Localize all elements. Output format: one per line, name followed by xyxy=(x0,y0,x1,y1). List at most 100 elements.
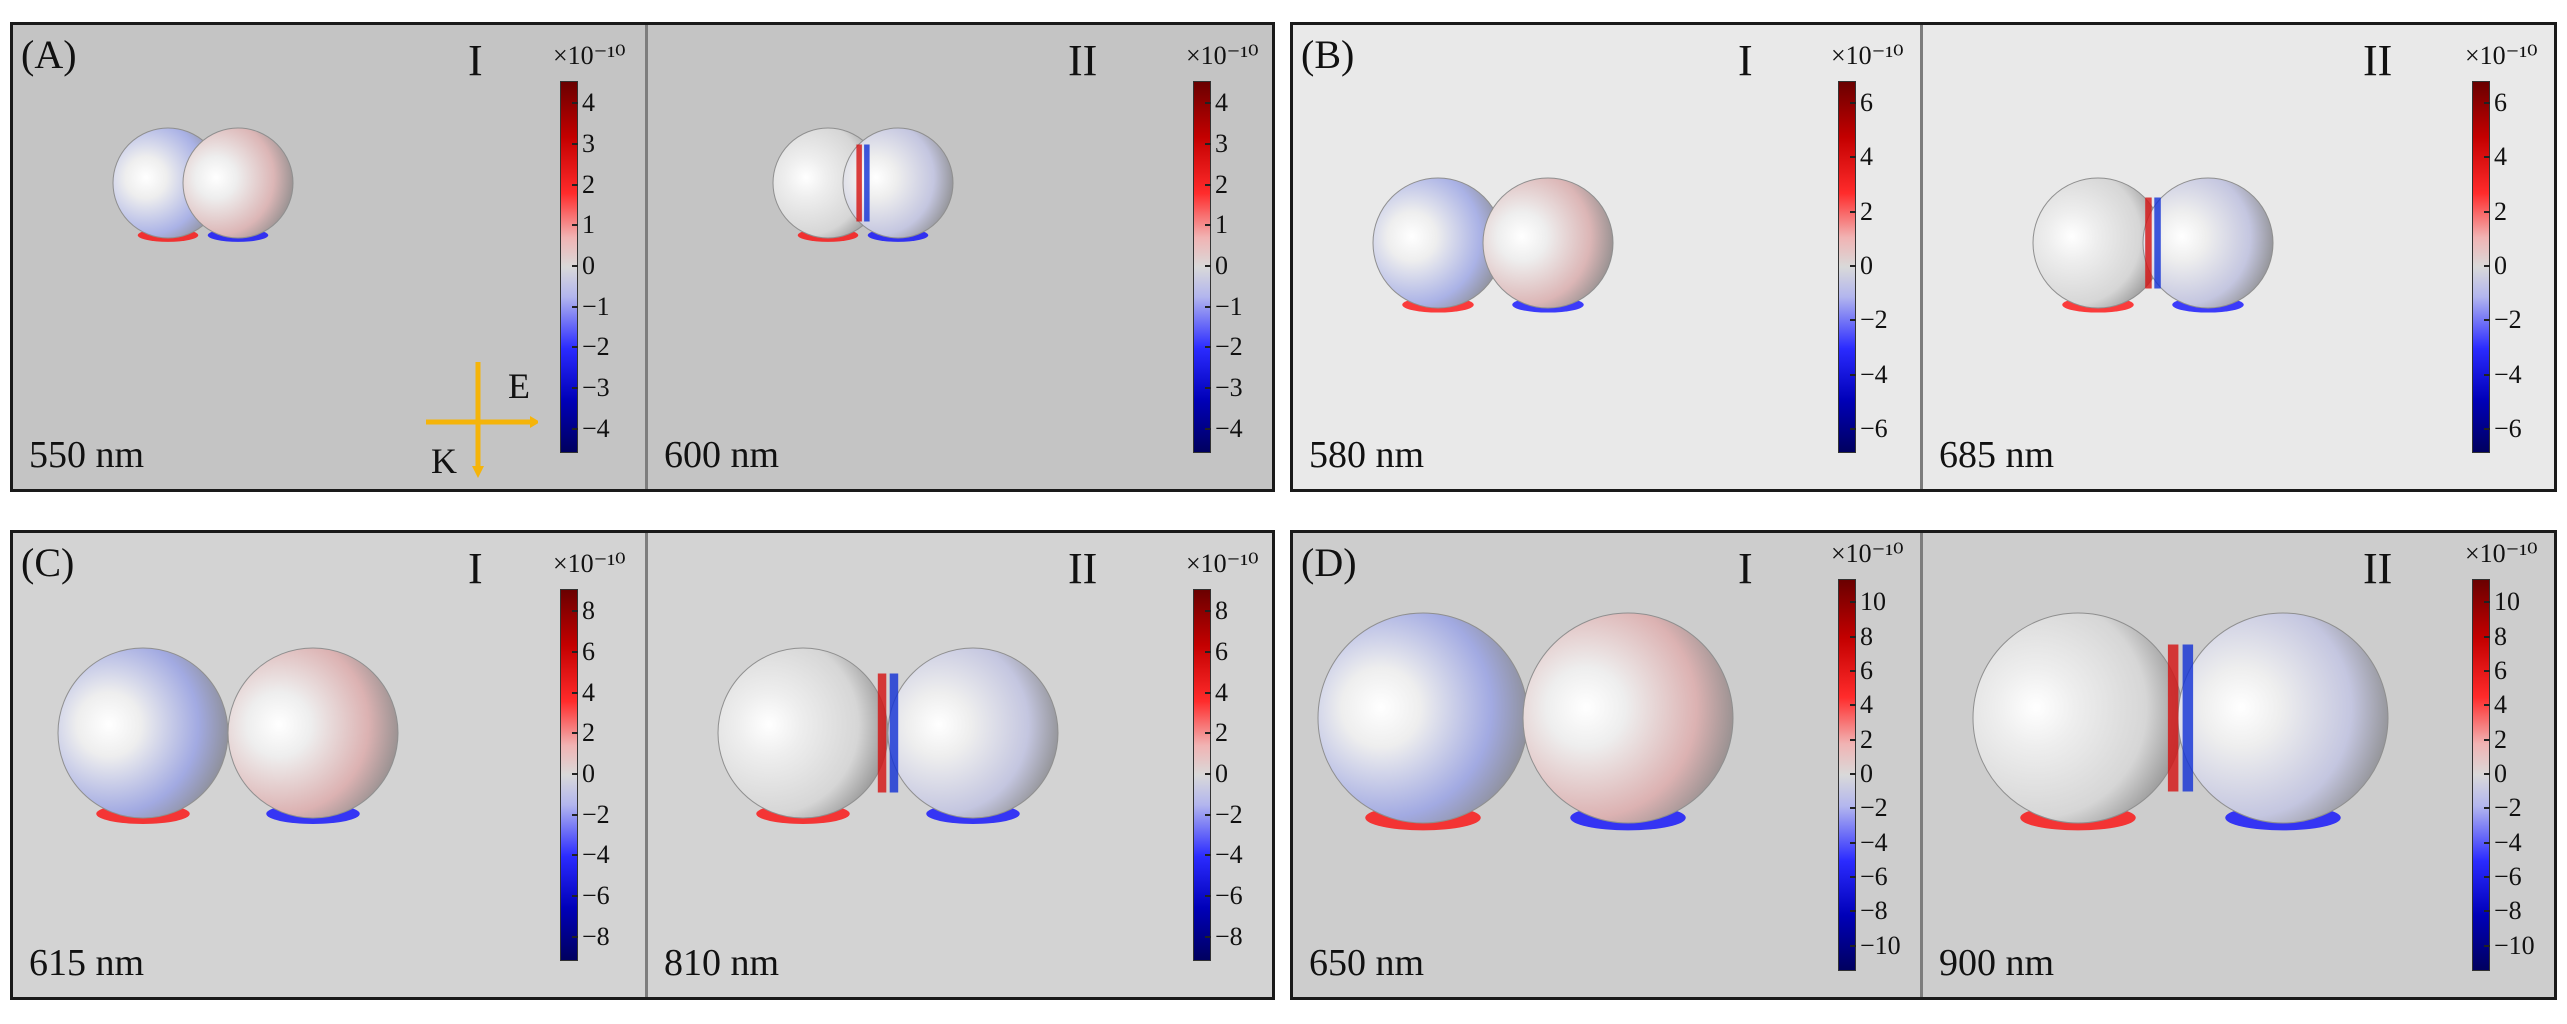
colorbar-tick-mark xyxy=(2484,738,2490,741)
colorbar-tick-label: 6 xyxy=(2494,656,2507,686)
colorbar-tick-label: 2 xyxy=(1860,724,1873,754)
colorbar-tick-mark xyxy=(2484,704,2490,707)
colorbar-tick-mark xyxy=(2484,265,2490,267)
panel-b-ii-scene xyxy=(2032,177,2274,313)
colorbar-tick-mark xyxy=(1205,691,1211,694)
colorbar-tick-mark xyxy=(2484,773,2490,775)
colorbar xyxy=(1193,81,1211,453)
colorbar xyxy=(1193,589,1211,961)
colorbar-tick-mark xyxy=(2484,427,2490,430)
polarization-arrows-icon xyxy=(426,362,540,478)
colorbar-tick-label: −4 xyxy=(1215,413,1243,443)
colorbar-tick-label: −1 xyxy=(582,291,610,321)
gap-field-negative xyxy=(2182,644,2194,792)
colorbar-tick-label: −6 xyxy=(1860,861,1888,891)
colorbar-tick-mark xyxy=(2484,910,2490,913)
gap-field-negative xyxy=(864,144,870,222)
colorbar-tick-mark xyxy=(572,650,578,653)
colorbar-tick-label: 10 xyxy=(2494,587,2520,617)
wavelength-label: 580 nm xyxy=(1309,434,1425,476)
panel-a-sub-i: (A) I ×10⁻¹⁰ E K 550 nm 4 3 2 1 0 −1 −2 −3 −4 xyxy=(13,25,645,489)
colorbar-tick-mark xyxy=(572,732,578,735)
colorbar-tick-label: 6 xyxy=(1860,656,1873,686)
colorbar-tick-label: 3 xyxy=(582,128,595,158)
colorbar-tick-mark xyxy=(572,427,578,430)
nanosphere xyxy=(2142,177,2274,309)
colorbar-exponent: ×10⁻¹⁰ xyxy=(2465,41,2538,70)
panel-label: (A) xyxy=(21,32,77,77)
colorbar-tick-label: 8 xyxy=(1860,621,1873,651)
colorbar-tick-mark xyxy=(572,183,578,186)
colorbar-tick-mark xyxy=(572,305,578,308)
panel-d: (D) I ×10⁻¹⁰ 650 nm 10 8 6 4 2 0 −2 −4 −6 −8 −10 I… xyxy=(1290,530,2557,1000)
colorbar-tick-label: −8 xyxy=(582,921,610,951)
colorbar-tick-mark xyxy=(1205,142,1211,145)
colorbar-tick-mark xyxy=(1205,387,1211,390)
nanosphere xyxy=(1482,177,1614,309)
gap-field-negative xyxy=(889,673,899,793)
colorbar-tick-label: −4 xyxy=(582,840,610,870)
colorbar-tick-label: 0 xyxy=(2494,759,2507,788)
colorbar-tick-label: 6 xyxy=(582,636,595,666)
colorbar-tick-mark xyxy=(572,691,578,694)
colorbar-tick-label: −4 xyxy=(1860,827,1888,857)
colorbar-tick-mark xyxy=(1205,427,1211,430)
colorbar-tick-mark xyxy=(1850,210,1856,213)
colorbar-tick-label: −6 xyxy=(1215,881,1243,911)
colorbar-tick-mark xyxy=(2484,601,2490,604)
wavelength-label: 685 nm xyxy=(1939,434,2055,476)
gap-field-positive xyxy=(877,673,887,793)
panel-a-sub-ii: II ×10⁻¹⁰ 600 nm 4 3 2 1 0 −1 −2 −3 −4 xyxy=(648,25,1272,489)
colorbar-tick-mark xyxy=(1850,841,1856,844)
colorbar-tick-label: −2 xyxy=(2494,793,2522,823)
wavelength-label: 650 nm xyxy=(1309,942,1425,984)
colorbar-tick-label: −3 xyxy=(582,373,610,403)
subpanel-divider xyxy=(645,25,648,489)
colorbar-tick-mark xyxy=(572,895,578,898)
panel-label: (D) xyxy=(1301,540,1357,585)
colorbar-tick-label: −8 xyxy=(1860,896,1888,926)
colorbar-tick-label: −4 xyxy=(2494,827,2522,857)
colorbar-tick-label: 2 xyxy=(582,718,595,748)
colorbar-tick-mark xyxy=(572,102,578,105)
colorbar-tick-label: −2 xyxy=(582,799,610,829)
colorbar-tick-label: 4 xyxy=(1860,690,1873,720)
colorbar-tick-mark xyxy=(1205,854,1211,857)
colorbar-tick-label: 4 xyxy=(1215,677,1228,707)
colorbar-tick-label: 0 xyxy=(582,251,595,280)
colorbar-tick-mark xyxy=(572,813,578,816)
colorbar-tick-label: −4 xyxy=(1860,359,1888,389)
colorbar-tick-mark xyxy=(1205,102,1211,105)
colorbar-tick-mark xyxy=(572,773,578,775)
colorbar-tick-label: −10 xyxy=(2494,930,2535,960)
colorbar-tick-mark xyxy=(2484,319,2490,322)
colorbar-tick-label: −8 xyxy=(2494,896,2522,926)
colorbar-tick-label: 0 xyxy=(1215,759,1228,788)
colorbar-tick-mark xyxy=(1205,895,1211,898)
colorbar-tick-mark xyxy=(1850,373,1856,376)
colorbar-tick-mark xyxy=(2484,102,2490,105)
colorbar-exponent: ×10⁻¹⁰ xyxy=(553,41,626,70)
colorbar-tick-mark xyxy=(1205,265,1211,267)
nanosphere xyxy=(717,647,889,819)
colorbar-tick-label: 6 xyxy=(2494,88,2507,118)
colorbar xyxy=(560,81,578,453)
colorbar-tick-label: −4 xyxy=(1215,840,1243,870)
nanosphere xyxy=(887,647,1059,819)
colorbar-tick-mark xyxy=(572,265,578,267)
colorbar-tick-mark xyxy=(1850,807,1856,810)
colorbar-tick-label: 0 xyxy=(1860,759,1873,788)
colorbar-tick-label: 6 xyxy=(1215,636,1228,666)
colorbar-tick-mark xyxy=(1205,224,1211,227)
colorbar-tick-mark xyxy=(1850,265,1856,267)
colorbar-tick-label: 4 xyxy=(2494,690,2507,720)
colorbar-tick-label: 2 xyxy=(2494,724,2507,754)
colorbar-tick-mark xyxy=(1205,183,1211,186)
colorbar-tick-label: 2 xyxy=(1215,169,1228,199)
gap-field-positive xyxy=(2167,644,2179,792)
colorbar-tick-mark xyxy=(572,387,578,390)
colorbar-tick-mark xyxy=(572,346,578,349)
gap-field-positive xyxy=(856,144,862,222)
panel-d-ii-scene xyxy=(1972,612,2389,831)
nanosphere xyxy=(1317,612,1529,824)
